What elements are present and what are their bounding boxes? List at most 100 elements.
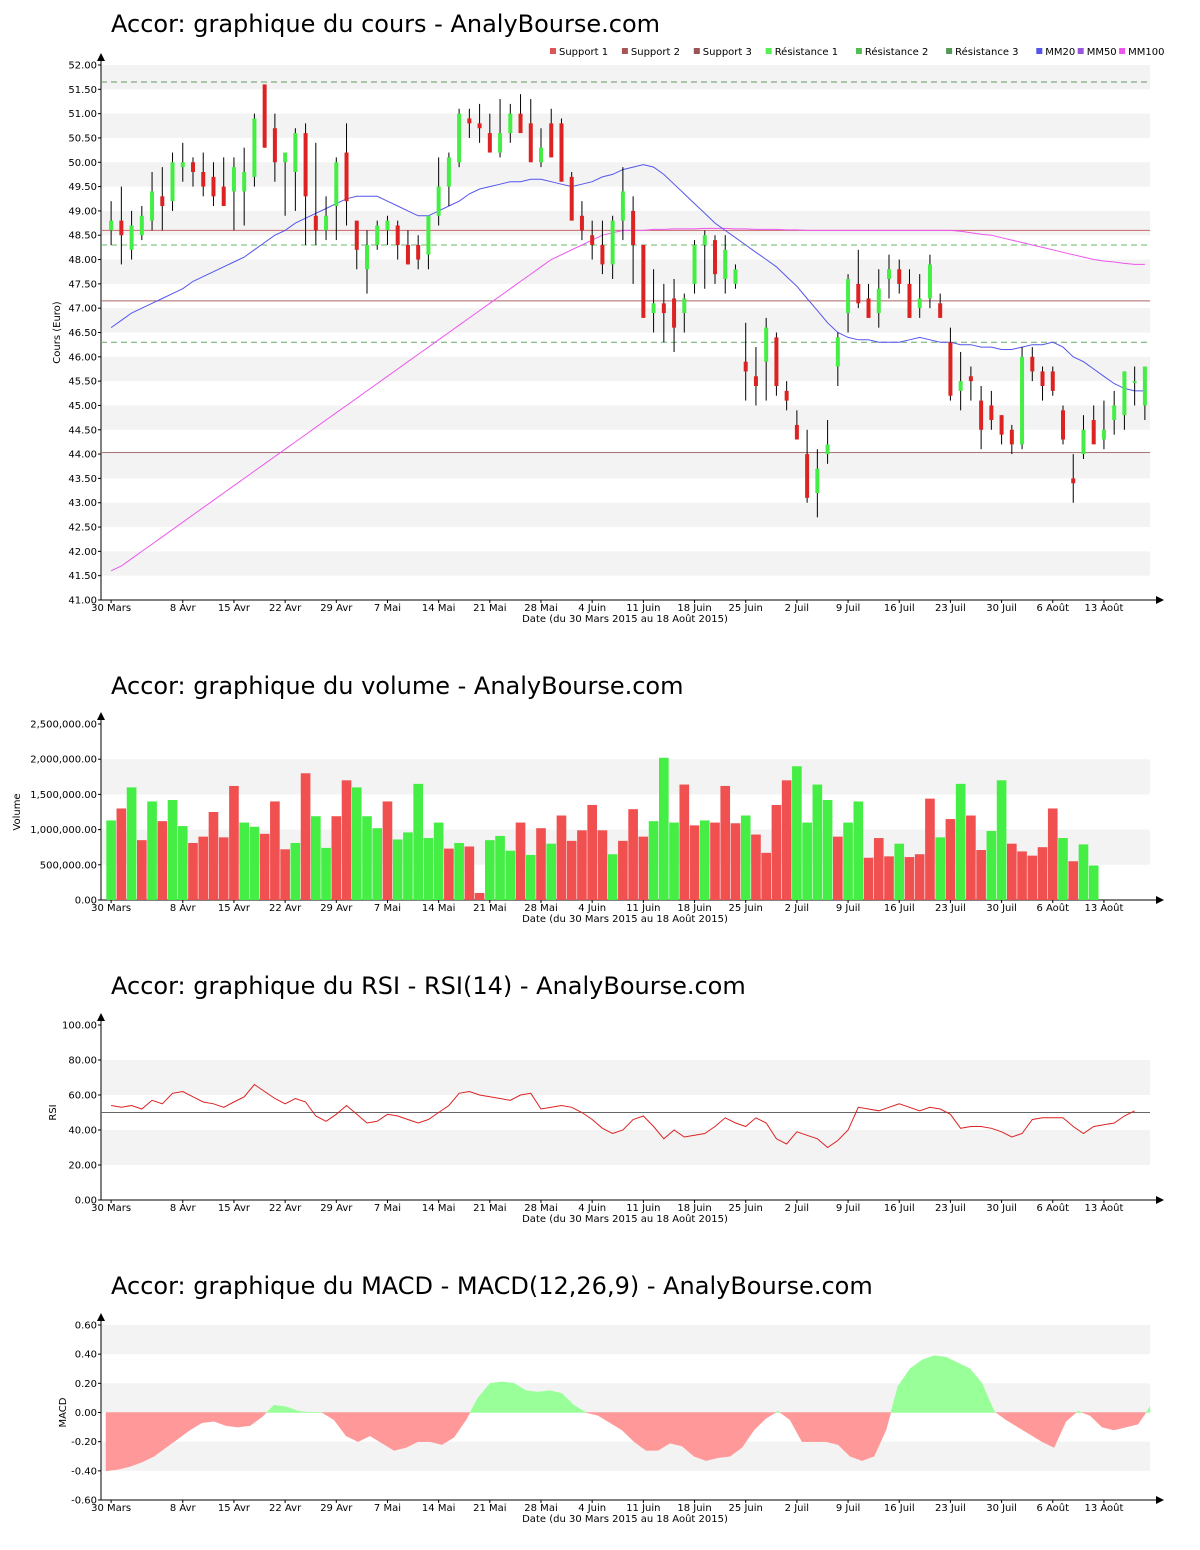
y-tick-label: 44.00 (68, 450, 97, 461)
volume-bar (740, 815, 751, 900)
x-tick-label: 28 Mai (524, 1503, 557, 1514)
candle-body (1040, 371, 1045, 386)
x-tick-label: 4 Juin (578, 1203, 606, 1214)
candle-body (436, 186, 441, 216)
y-tick-label: 44.50 (68, 425, 97, 436)
grid-band (101, 405, 1150, 430)
volume-bar (996, 780, 1007, 900)
volume-bar (720, 785, 731, 900)
y-tick-label: 49.50 (68, 182, 97, 193)
volume-bar (792, 766, 802, 900)
x-tick-label: 7 Mai (374, 1203, 401, 1214)
candle-body (242, 172, 247, 192)
volume-bar (843, 822, 853, 900)
candle-body (846, 279, 851, 314)
y-tick-label: 42.50 (68, 523, 97, 534)
candle-body (825, 444, 830, 455)
candle-body (733, 269, 738, 284)
volume-bar (525, 854, 536, 900)
macd-area-segment (105, 1412, 119, 1472)
candle-body (794, 424, 799, 440)
macd-area-segment (201, 1412, 215, 1423)
candle-body (743, 361, 748, 372)
volume-bar (853, 801, 864, 900)
x-tick-label: 15 Avr (218, 1203, 251, 1214)
candle-body (1101, 429, 1106, 440)
macd-area-segment (645, 1412, 659, 1451)
candle-body (170, 162, 175, 202)
x-tick-label: 16 Juil (884, 1203, 915, 1214)
y-tick-label: 500,000.00 (40, 860, 97, 871)
y-tick-label: -0.20 (71, 1437, 97, 1448)
y-tick-label: 0.60 (75, 1321, 97, 1332)
volume-bar (730, 823, 741, 900)
y-tick-label: -0.40 (71, 1466, 97, 1477)
y-tick-label: 41.50 (68, 571, 97, 582)
volume-bar (403, 832, 413, 900)
volume-bar (863, 857, 874, 900)
x-tick-label: 8 Avr (170, 903, 197, 914)
y-tick-label: 46.00 (68, 352, 97, 363)
volume-bar (679, 784, 690, 900)
x-axis-arrow (1156, 1496, 1164, 1504)
volume-bar (157, 821, 168, 900)
volume-bar (536, 828, 546, 900)
candle-body (518, 113, 523, 134)
candle-body (620, 191, 625, 221)
macd-area-segment (825, 1412, 839, 1445)
y-tick-label: 45.00 (68, 401, 97, 412)
volume-bar (822, 800, 833, 900)
x-tick-label: 7 Mai (374, 903, 401, 914)
candle-body (917, 298, 922, 309)
legend-swatch (693, 48, 700, 54)
y-tick-label: 45.50 (68, 377, 97, 388)
macd-area-segment (417, 1412, 431, 1442)
candle-body (139, 215, 144, 236)
grid-band (101, 356, 1150, 382)
macd-area-segment (909, 1359, 923, 1413)
volume-bar (1017, 851, 1027, 900)
volume-bar (761, 852, 771, 900)
candle-body (989, 405, 994, 421)
volume-bar (669, 822, 679, 900)
x-tick-label: 8 Avr (170, 603, 197, 614)
candle-body (958, 381, 963, 391)
grid-band (101, 308, 1150, 333)
candle-body (661, 303, 666, 314)
volume-bar (1058, 838, 1068, 900)
x-tick-label: 28 Mai (524, 1203, 557, 1214)
x-tick-label: 16 Juil (884, 903, 915, 914)
x-tick-label: 13 Août (1084, 1502, 1123, 1514)
candle-body (815, 468, 820, 493)
x-tick-label: 30 Juil (986, 903, 1017, 914)
volume-bar (833, 836, 843, 900)
grid-band (101, 1060, 1150, 1095)
x-tick-label: 15 Avr (218, 903, 251, 914)
y-tick-label: 0.00 (75, 896, 97, 907)
candle-body (313, 215, 318, 231)
volume-bar (208, 812, 219, 900)
price-chart-svg: 41.00 41.50 42.00 42.50 43.00 43.50 44.00 44.50… (52, 46, 1164, 625)
legend-swatch (550, 48, 556, 54)
volume-bar (1007, 843, 1017, 900)
legend-swatch (765, 48, 772, 54)
volume-bar (290, 842, 301, 900)
x-tick-label: 8 Avr (170, 1203, 197, 1214)
candle-body (201, 172, 206, 187)
volume-bar (976, 850, 986, 900)
x-tick-label: 30 Mars (91, 1203, 131, 1214)
candle-body (528, 123, 533, 163)
x-tick-label: 9 Juil (836, 603, 860, 614)
volume-bar (771, 804, 782, 900)
macd-area-segment (897, 1367, 911, 1413)
macd-area-segment (813, 1412, 827, 1442)
candle-body (764, 327, 769, 362)
volume-chart-svg: 0.00 500,000.00 1,000,000.00 1,500,000.00 2,… (12, 712, 1164, 925)
candle-body (446, 157, 451, 187)
volume-bar (444, 848, 454, 900)
volume-bar (341, 780, 352, 900)
x-tick-label: 30 Juil (986, 1503, 1017, 1514)
volume-bar (259, 833, 270, 900)
x-tick-label: 15 Avr (218, 603, 251, 614)
x-tick-label: 2 Juil (785, 1203, 809, 1214)
